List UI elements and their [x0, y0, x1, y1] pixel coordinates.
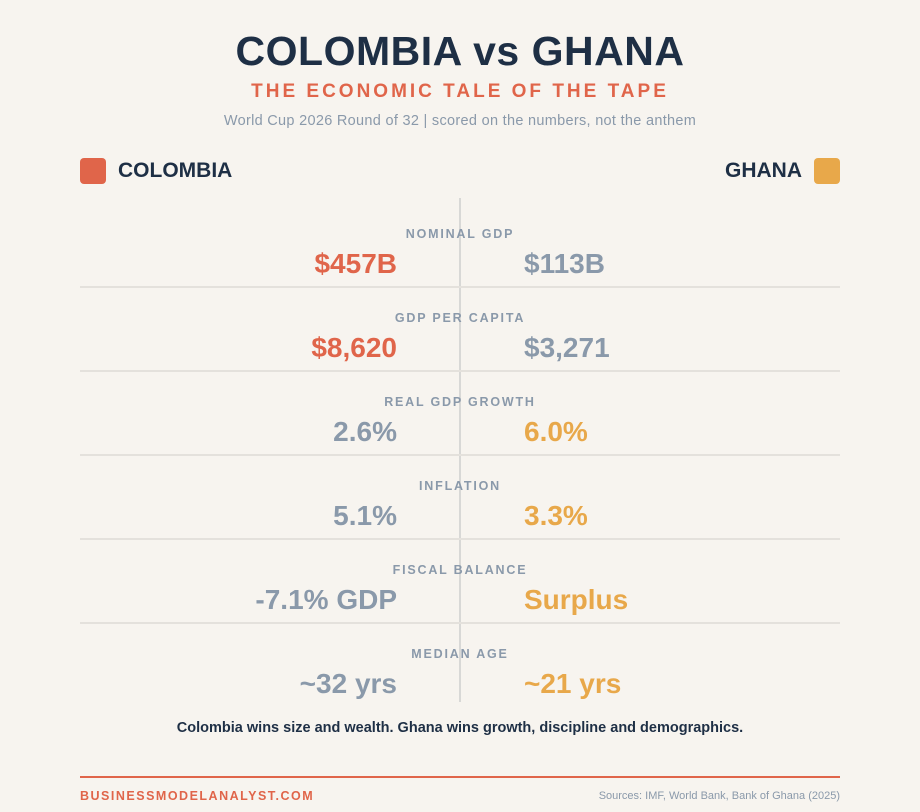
metric-label: MEDIAN AGE — [411, 647, 509, 661]
page-subtitle: THE ECONOMIC TALE OF THE TAPE — [251, 81, 669, 102]
center-divider — [459, 198, 461, 702]
metric-value-left: 2.6% — [333, 416, 397, 447]
row-separator — [80, 286, 840, 288]
metric-label: FISCAL BALANCE — [392, 563, 528, 577]
metric-label: INFLATION — [419, 479, 501, 493]
metric-value-left: ~32 yrs — [299, 668, 397, 699]
metric-value-right: $113B — [524, 248, 605, 279]
row-separator — [80, 454, 840, 456]
metric-value-left: $8,620 — [311, 332, 397, 363]
metric-value-left: -7.1% GDP — [255, 584, 397, 615]
metric-row-median-age: MEDIAN AGE ~32 yrs ~21 yrs — [80, 624, 840, 708]
metric-value-left: 5.1% — [333, 500, 397, 531]
footer-divider — [80, 776, 840, 778]
team-left-name: COLOMBIA — [118, 159, 233, 182]
metric-value-right: 6.0% — [524, 416, 588, 447]
metric-label: GDP PER CAPITA — [394, 311, 526, 325]
metric-label: NOMINAL GDP — [405, 227, 515, 241]
verdict-text: Colombia wins size and wealth. Ghana win… — [176, 720, 744, 736]
metric-label: REAL GDP GROWTH — [384, 395, 536, 409]
metric-value-left: $457B — [314, 248, 397, 279]
metric-row-nominal-gdp: NOMINAL GDP $457B $113B — [80, 204, 840, 288]
metric-value-right: $3,271 — [524, 332, 610, 363]
metric-value-right: ~21 yrs — [524, 668, 622, 699]
footer-brand: BUSINESSMODELANALYST.COM — [80, 789, 315, 803]
footer-sources: Sources: IMF, World Bank, Bank of Ghana … — [598, 790, 840, 802]
team-left-swatch — [80, 158, 106, 184]
row-separator — [80, 538, 840, 540]
team-right-header: GHANA — [725, 157, 840, 185]
page-caption: World Cup 2026 Round of 32 | scored on t… — [223, 113, 697, 129]
metric-value-right: Surplus — [524, 584, 629, 615]
metric-row-fiscal-balance: FISCAL BALANCE -7.1% GDP Surplus — [80, 540, 840, 624]
metric-row-inflation: INFLATION 5.1% 3.3% — [80, 456, 840, 540]
team-right-name: GHANA — [725, 159, 802, 182]
metric-row-gdp-per-capita: GDP PER CAPITA $8,620 $3,271 — [80, 288, 840, 372]
row-separator — [80, 622, 840, 624]
team-right-swatch — [814, 158, 840, 184]
metric-value-right: 3.3% — [524, 500, 588, 531]
team-left-header: COLOMBIA — [80, 157, 232, 185]
metric-row-real-gdp-growth: REAL GDP GROWTH 2.6% 6.0% — [80, 372, 840, 456]
page-title: COLOMBIA vs GHANA — [235, 28, 685, 74]
row-separator — [80, 370, 840, 372]
